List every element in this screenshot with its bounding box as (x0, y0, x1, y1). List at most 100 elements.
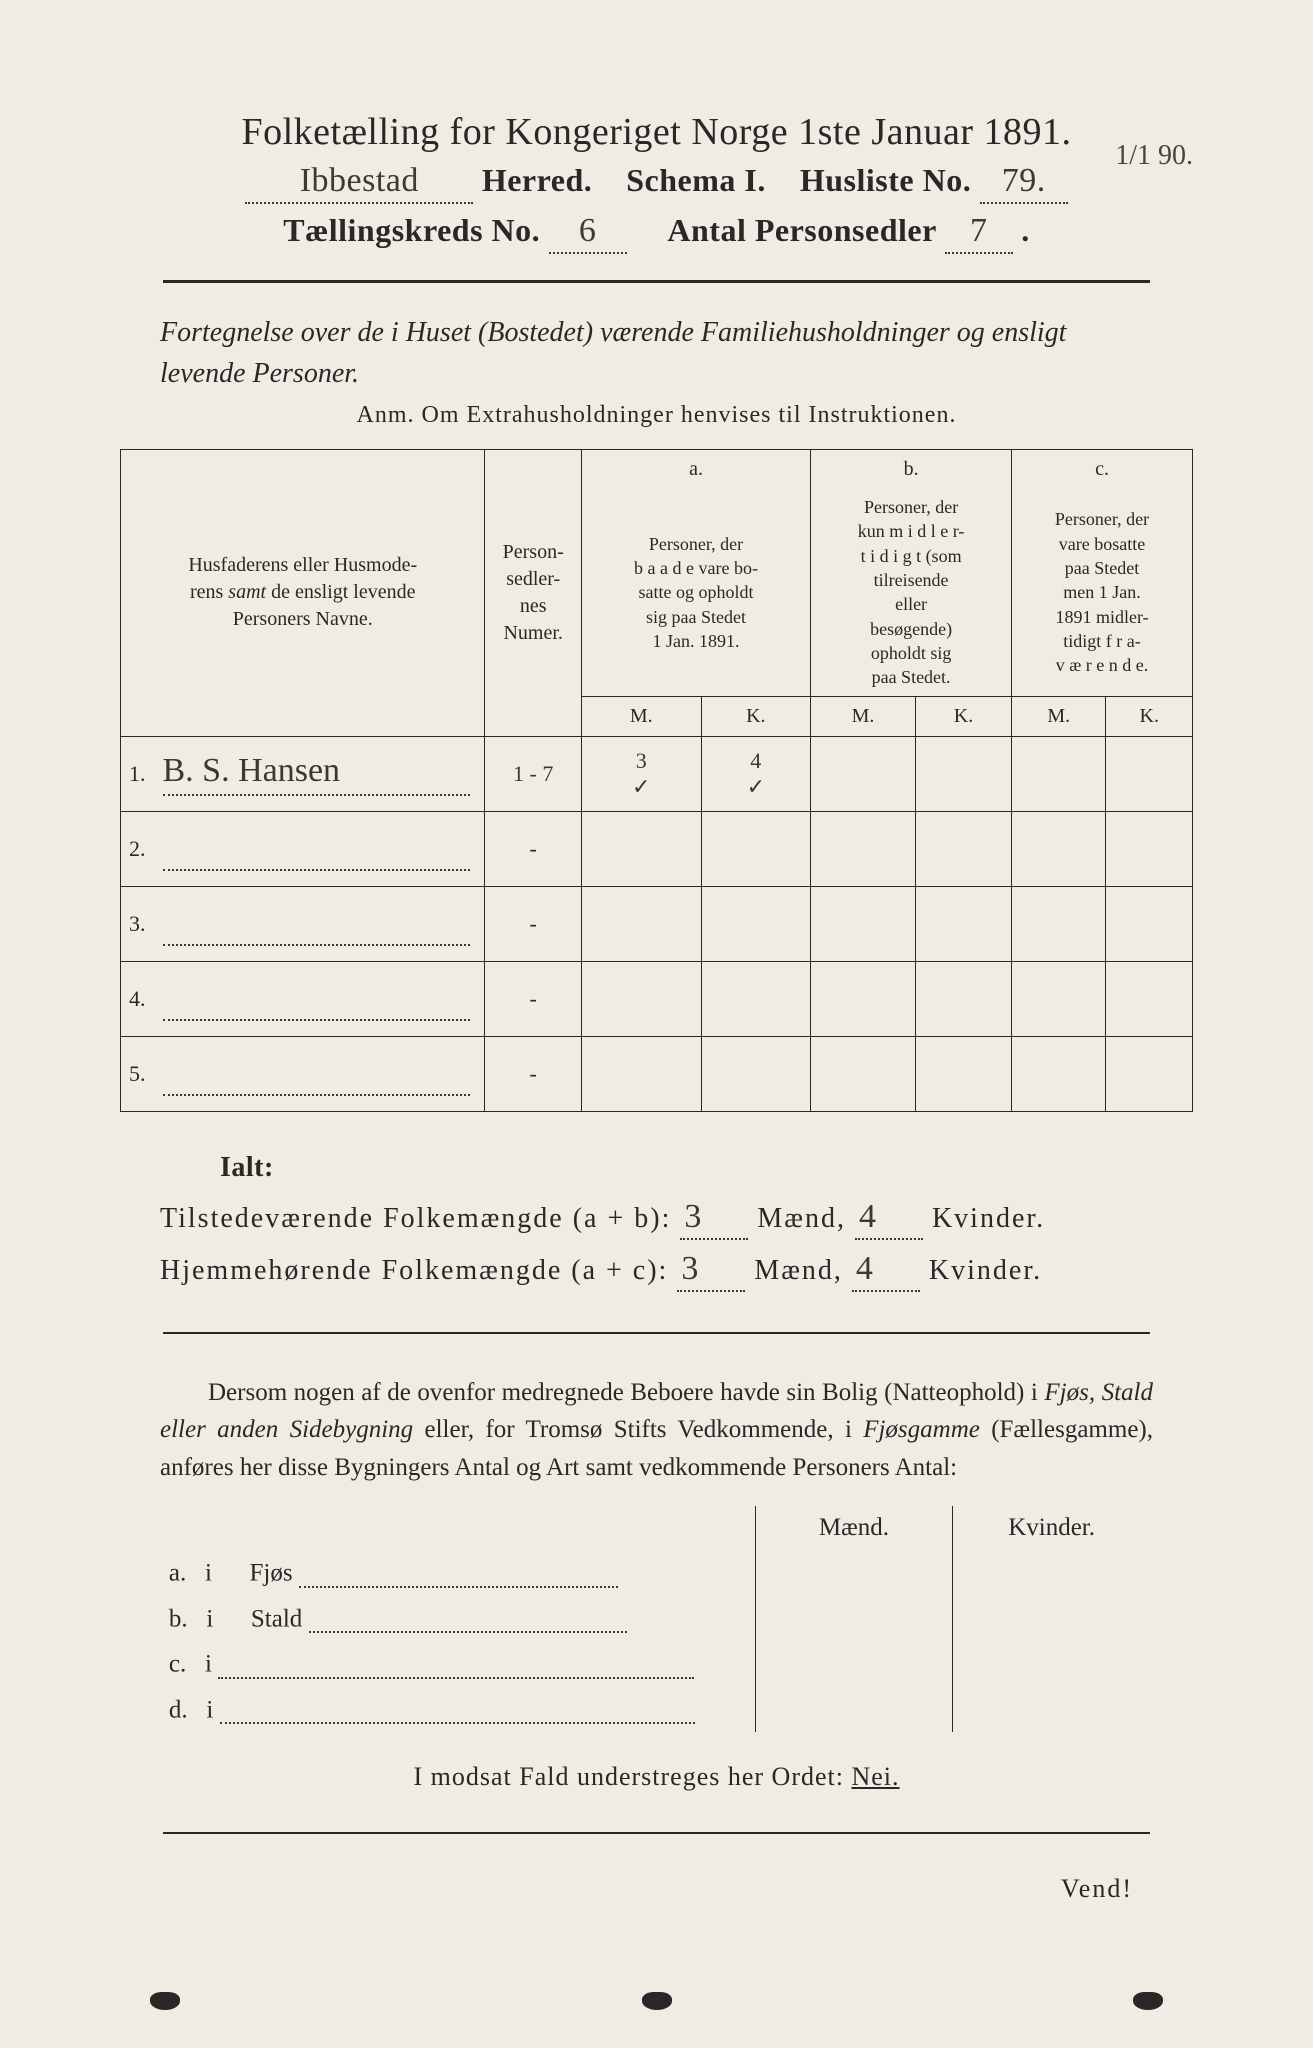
totals-ac-m: 3 (677, 1250, 745, 1292)
para-it2: Fjøsgamme (863, 1416, 980, 1443)
kreds-label: Tællingskreds No. (283, 212, 540, 248)
name-text (163, 902, 470, 946)
totals-ac-label: Hjemmehørende Folkemængde (a + c): (160, 1255, 668, 1286)
totals-row-ac: Hjemmehørende Folkemængde (a + c): 3 Mæn… (160, 1250, 1153, 1292)
cell-aK (701, 886, 811, 961)
para-t2: eller, for Tromsø Stifts Vedkommende, i (413, 1416, 863, 1443)
main-title: Folketælling for Kongeriget Norge 1ste J… (120, 110, 1193, 154)
cell-bM (811, 1036, 916, 1111)
totals-block: Ialt: Tilstedeværende Folkemængde (a + b… (160, 1152, 1153, 1292)
fjos-row: c. i (163, 1641, 1150, 1687)
maend-label: Mænd, (757, 1203, 846, 1234)
table-header-row1: Husfaderens eller Husmode-rens samt de e… (121, 450, 1193, 490)
cell-aM (581, 1036, 701, 1111)
fjos-hdr-m: Mænd. (755, 1506, 952, 1550)
fjos-i: i (206, 1605, 213, 1632)
vend-label: Vend! (120, 1874, 1133, 1904)
cell-cM (1012, 736, 1106, 811)
cell-aM (581, 886, 701, 961)
table-row: 5. - (121, 1036, 1193, 1111)
name-text (163, 1052, 470, 1096)
name-text (163, 977, 470, 1021)
fjos-row: d. i (163, 1687, 1150, 1733)
cell-cK (1106, 1036, 1193, 1111)
hdr-b-text: Personer, derkun m i d l e r-t i d i g t… (811, 489, 1012, 696)
cell-name: 1. B. S. Hansen (121, 736, 485, 811)
hdr-cM: M. (1012, 696, 1106, 736)
cell-cK (1106, 811, 1193, 886)
fjos-hdr-k: Kvinder. (953, 1506, 1150, 1550)
table-row: 4. - (121, 961, 1193, 1036)
row-num: 2. (129, 836, 157, 862)
cell-cK (1106, 961, 1193, 1036)
hdr-bK: K. (915, 696, 1011, 736)
fjos-lbl: Fjøs (249, 1560, 292, 1587)
maend-label: Mænd, (754, 1255, 843, 1286)
cell-name: 5. (121, 1036, 485, 1111)
fjos-m (755, 1550, 952, 1596)
fjos-k (953, 1550, 1150, 1596)
hdr-a-text: Personer, derb a a d e vare bo-satte og … (581, 489, 810, 696)
herred-line: Ibbestad Herred. Schema I. Husliste No. … (120, 162, 1193, 204)
fjos-i: i (205, 1560, 212, 1587)
table-row: 2. - (121, 811, 1193, 886)
ialt-label: Ialt: (220, 1152, 1153, 1184)
cell-cM (1012, 1036, 1106, 1111)
corner-annotation: 1/1 90. (1115, 140, 1193, 172)
nei-pre: I modsat Fald understreges her Ordet: (413, 1762, 851, 1791)
dotfill (220, 1695, 695, 1725)
cell-aK (701, 811, 811, 886)
fjos-left: b. i Stald (163, 1596, 755, 1642)
dotfill (309, 1604, 628, 1634)
name-text (163, 827, 470, 871)
totals-ab-m: 3 (680, 1198, 748, 1240)
fjos-row: b. i Stald (163, 1596, 1150, 1642)
name-text: B. S. Hansen (163, 752, 470, 796)
cell-bK (915, 736, 1011, 811)
cell-bM (811, 811, 916, 886)
fjos-paragraph: Dersom nogen af de ovenfor medregnede Be… (160, 1374, 1153, 1487)
hdr-cK: K. (1106, 696, 1193, 736)
divider (163, 1832, 1150, 1834)
subtitle: Fortegnelse over de i Huset (Bostedet) v… (160, 313, 1153, 394)
cell-cK (1106, 886, 1193, 961)
husliste-label: Husliste No. (800, 162, 971, 198)
cell-cM (1012, 961, 1106, 1036)
census-form-page: 1/1 90. Folketælling for Kongeriget Norg… (0, 0, 1313, 2048)
cell-aK: 4✓ (701, 736, 811, 811)
hdr-aK: K. (701, 696, 811, 736)
fjos-k (953, 1687, 1150, 1733)
kreds-line: Tællingskreds No. 6 Antal Personsedler 7… (120, 212, 1193, 254)
table-row: 3. - (121, 886, 1193, 961)
cell-aM (581, 811, 701, 886)
herred-value: Ibbestad (245, 162, 473, 204)
fjos-left: d. i (163, 1687, 755, 1733)
row-num: 1. (129, 761, 157, 787)
cell-aK (701, 1036, 811, 1111)
hdr-c-label: c. (1012, 450, 1193, 490)
anm-note: Anm. Om Extrahusholdninger henvises til … (120, 402, 1193, 429)
household-table: Husfaderens eller Husmode-rens samt de e… (120, 449, 1193, 1111)
cell-bK (915, 811, 1011, 886)
cell-bK (915, 1036, 1011, 1111)
cell-cK (1106, 736, 1193, 811)
fjos-i: i (206, 1696, 213, 1723)
cell-aM (581, 961, 701, 1036)
fjos-key: c. (169, 1651, 186, 1678)
cell-persed: - (485, 811, 581, 886)
fjos-k (953, 1596, 1150, 1642)
dotfill (299, 1558, 618, 1588)
punch-hole-icon (642, 1992, 672, 2010)
antal-value: 7 (945, 212, 1013, 254)
cell-bM (811, 736, 916, 811)
punch-hole-icon (150, 1992, 180, 2010)
cell-name: 3. (121, 886, 485, 961)
fjos-k (953, 1641, 1150, 1687)
hdr-b-label: b. (811, 450, 1012, 490)
kvinder-label: Kvinder. (932, 1203, 1045, 1234)
fjos-key: d. (169, 1696, 188, 1723)
fjos-table: Mænd. Kvinder. a. i Fjøs b. i Stald (163, 1506, 1150, 1732)
cell-aM: 3✓ (581, 736, 701, 811)
totals-ab-label: Tilstedeværende Folkemængde (a + b): (160, 1203, 671, 1234)
antal-label: Antal Personsedler (667, 212, 936, 248)
